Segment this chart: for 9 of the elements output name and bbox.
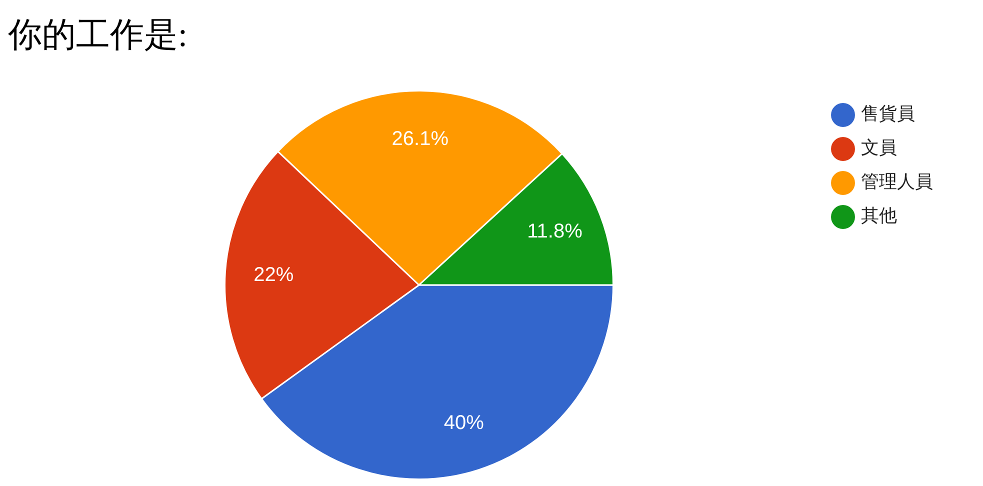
legend-label: 其他 <box>861 206 897 227</box>
data-label: 26.1% <box>392 128 449 150</box>
legend-label: 管理人員 <box>861 172 933 193</box>
data-label: 40% <box>444 412 484 434</box>
data-label: 11.8% <box>527 220 583 243</box>
legend-label: 文員 <box>861 138 897 159</box>
data-label: 22% <box>254 264 294 286</box>
legend-label: 售貨員 <box>861 104 915 125</box>
chart-title: 你的工作是: <box>8 16 188 56</box>
